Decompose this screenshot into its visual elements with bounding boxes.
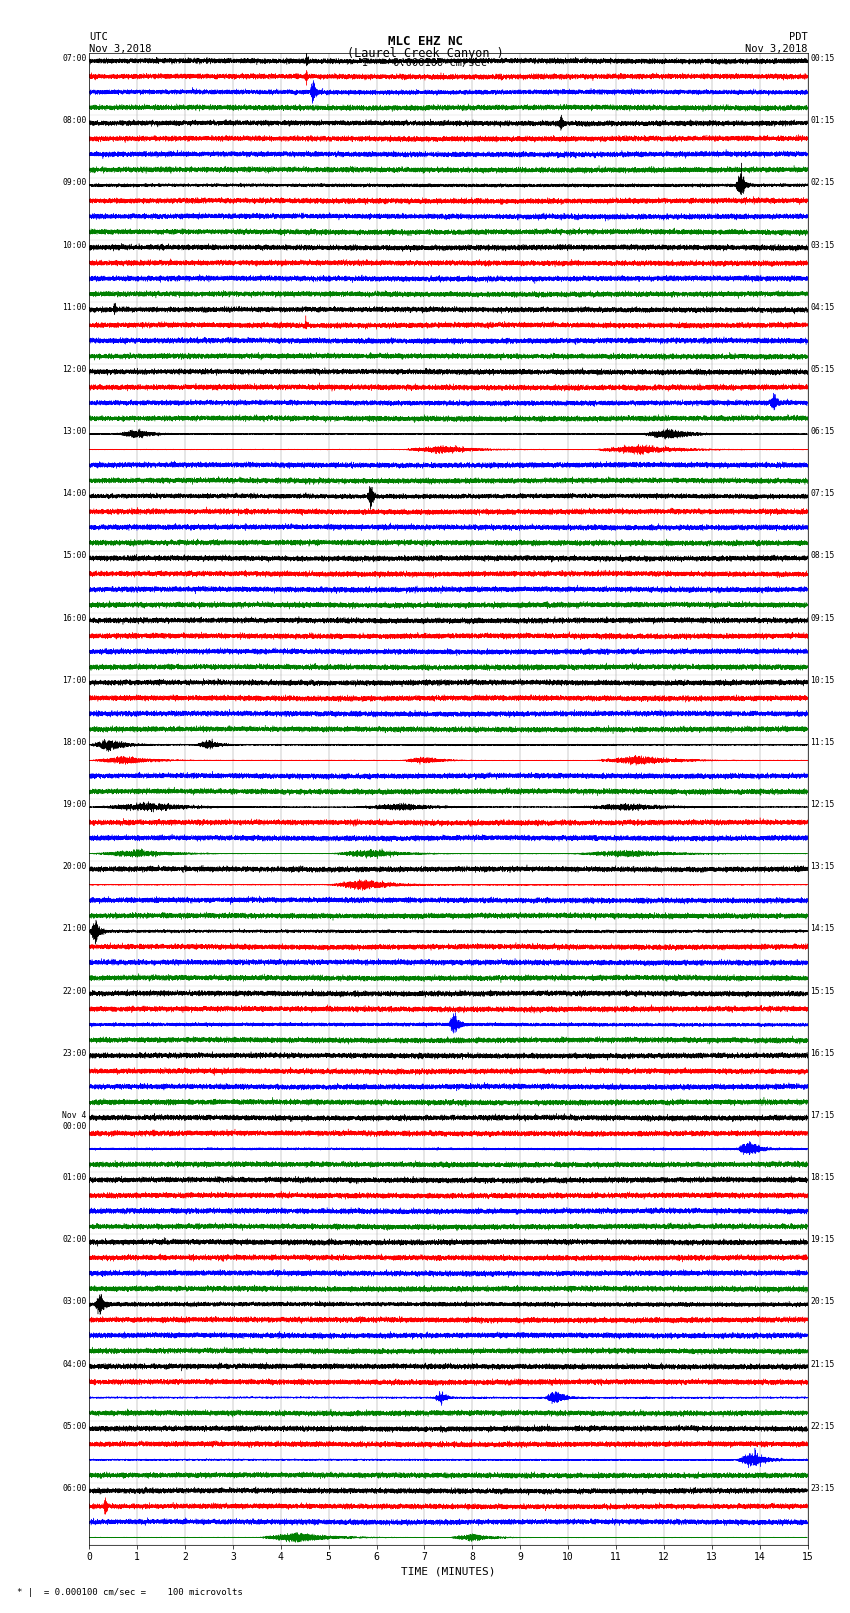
Text: (Laurel Creek Canyon ): (Laurel Creek Canyon ) <box>347 47 503 60</box>
Text: 02:15: 02:15 <box>810 179 835 187</box>
Text: 21:15: 21:15 <box>810 1360 835 1368</box>
Text: 13:00: 13:00 <box>62 427 87 436</box>
Text: 06:00: 06:00 <box>62 1484 87 1494</box>
Text: 12:15: 12:15 <box>810 800 835 810</box>
Text: 00:00: 00:00 <box>62 1121 87 1131</box>
Text: 07:15: 07:15 <box>810 489 835 498</box>
X-axis label: TIME (MINUTES): TIME (MINUTES) <box>401 1566 496 1576</box>
Text: 16:00: 16:00 <box>62 613 87 623</box>
Text: 05:00: 05:00 <box>62 1421 87 1431</box>
Text: 23:15: 23:15 <box>810 1484 835 1494</box>
Text: 22:15: 22:15 <box>810 1421 835 1431</box>
Text: 17:00: 17:00 <box>62 676 87 684</box>
Text: Nov 4: Nov 4 <box>62 1111 87 1119</box>
Text: 08:00: 08:00 <box>62 116 87 126</box>
Text: 02:00: 02:00 <box>62 1236 87 1244</box>
Text: 18:00: 18:00 <box>62 737 87 747</box>
Text: 13:15: 13:15 <box>810 863 835 871</box>
Text: 03:15: 03:15 <box>810 240 835 250</box>
Text: 03:00: 03:00 <box>62 1297 87 1307</box>
Text: 11:15: 11:15 <box>810 737 835 747</box>
Text: 14:15: 14:15 <box>810 924 835 934</box>
Text: I  = 0.000100 cm/sec: I = 0.000100 cm/sec <box>362 58 488 68</box>
Text: 18:15: 18:15 <box>810 1173 835 1182</box>
Text: 10:15: 10:15 <box>810 676 835 684</box>
Text: * |  = 0.000100 cm/sec =    100 microvolts: * | = 0.000100 cm/sec = 100 microvolts <box>17 1587 243 1597</box>
Text: 00:15: 00:15 <box>810 53 835 63</box>
Text: 01:15: 01:15 <box>810 116 835 126</box>
Text: 01:00: 01:00 <box>62 1173 87 1182</box>
Text: 20:00: 20:00 <box>62 863 87 871</box>
Text: 09:15: 09:15 <box>810 613 835 623</box>
Text: UTC: UTC <box>89 32 108 42</box>
Text: Nov 3,2018: Nov 3,2018 <box>745 44 808 53</box>
Text: 15:15: 15:15 <box>810 987 835 995</box>
Text: 20:15: 20:15 <box>810 1297 835 1307</box>
Text: 11:00: 11:00 <box>62 303 87 311</box>
Text: 17:15: 17:15 <box>810 1111 835 1119</box>
Text: 08:15: 08:15 <box>810 552 835 560</box>
Text: 07:00: 07:00 <box>62 53 87 63</box>
Text: 19:15: 19:15 <box>810 1236 835 1244</box>
Text: 12:00: 12:00 <box>62 365 87 374</box>
Text: PDT: PDT <box>789 32 808 42</box>
Text: 23:00: 23:00 <box>62 1048 87 1058</box>
Text: 10:00: 10:00 <box>62 240 87 250</box>
Text: 04:15: 04:15 <box>810 303 835 311</box>
Text: 19:00: 19:00 <box>62 800 87 810</box>
Text: 14:00: 14:00 <box>62 489 87 498</box>
Text: 04:00: 04:00 <box>62 1360 87 1368</box>
Text: 09:00: 09:00 <box>62 179 87 187</box>
Text: MLC EHZ NC: MLC EHZ NC <box>388 35 462 48</box>
Text: 06:15: 06:15 <box>810 427 835 436</box>
Text: 21:00: 21:00 <box>62 924 87 934</box>
Text: 15:00: 15:00 <box>62 552 87 560</box>
Text: 05:15: 05:15 <box>810 365 835 374</box>
Text: 22:00: 22:00 <box>62 987 87 995</box>
Text: 16:15: 16:15 <box>810 1048 835 1058</box>
Text: Nov 3,2018: Nov 3,2018 <box>89 44 152 53</box>
